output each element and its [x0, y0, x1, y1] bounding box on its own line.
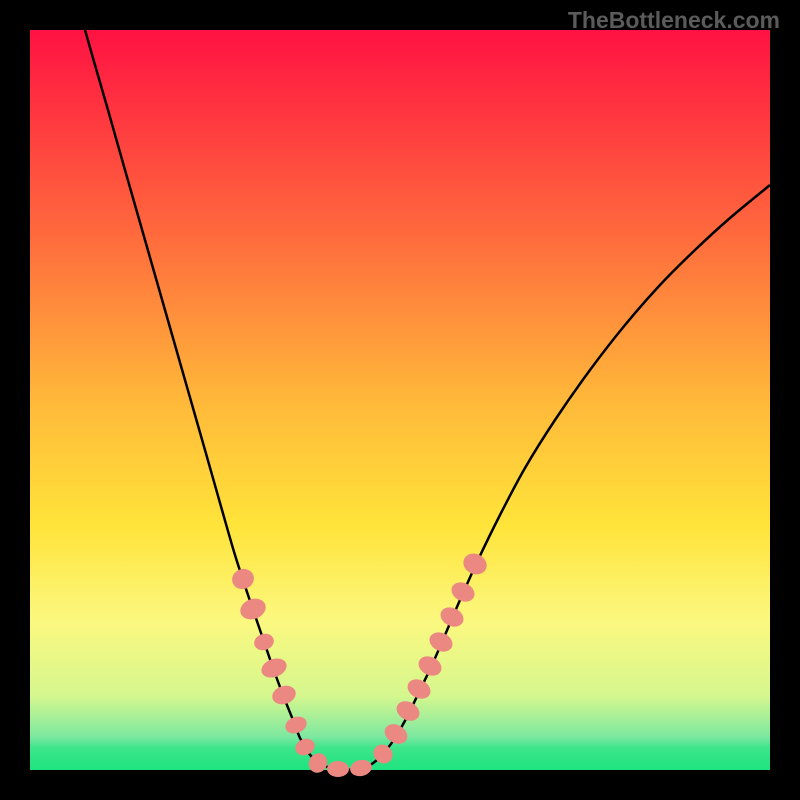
bottleneck-chart	[0, 0, 800, 800]
chart-container: TheBottleneck.com	[0, 0, 800, 800]
chart-background	[30, 30, 770, 770]
data-dot	[327, 761, 349, 777]
watermark-text: TheBottleneck.com	[568, 7, 780, 34]
